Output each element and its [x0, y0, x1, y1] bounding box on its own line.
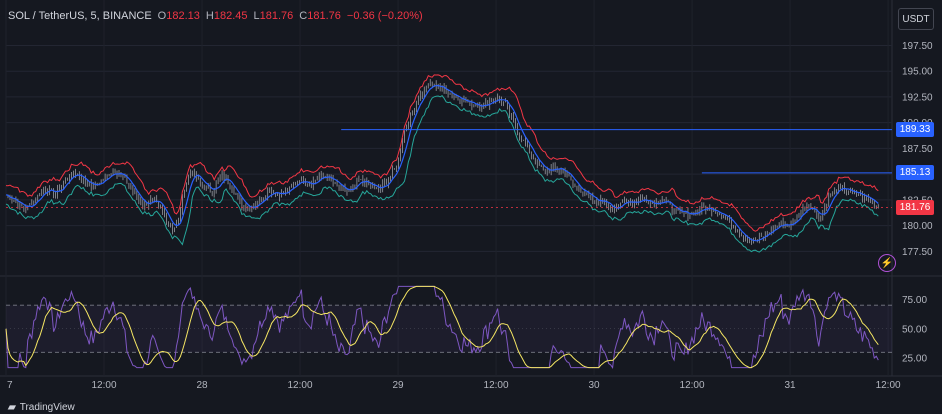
time-tick-label: 12:00 [91, 380, 116, 391]
rsi-line [5, 285, 879, 369]
rsi-tick-label: 50.00 [902, 324, 927, 335]
branding-label: TradingView [19, 402, 75, 413]
price-tag: 185.13 [896, 165, 934, 181]
close-value: 181.76 [307, 10, 341, 22]
price-tick-label: 192.50 [902, 92, 933, 103]
middle-band-line [5, 84, 879, 242]
lower-band-line [5, 95, 879, 253]
price-tick-label: 195.00 [902, 67, 933, 78]
high-value: 182.45 [213, 10, 248, 22]
symbol-label[interactable]: SOL / TetherUS, 5, BINANCE [8, 10, 152, 22]
rsi-band-background [6, 305, 892, 353]
open-label: O [157, 10, 167, 22]
time-tick-label: 31 [785, 380, 797, 391]
symbol-legend: SOL / TetherUS, 5, BINANCE O182.13 H182.… [8, 10, 423, 22]
time-tick-label: 28 [196, 380, 208, 391]
lightning-icon[interactable]: ⚡ [878, 254, 896, 272]
time-tick-label: 7 [7, 380, 13, 391]
rsi-ma-line [5, 285, 879, 369]
high-label: H [205, 10, 214, 22]
upper-band-line [5, 74, 879, 232]
price-tag: 189.33 [896, 122, 934, 138]
currency-unit-button[interactable]: USDT [898, 8, 934, 30]
time-tick-label: 12:00 [680, 380, 705, 391]
candles [7, 78, 879, 245]
time-tick-label: 12:00 [876, 380, 901, 391]
time-tick-label: 12:00 [288, 380, 313, 391]
price-tick-label: 177.50 [902, 247, 933, 258]
rsi-tick-label: 75.00 [902, 295, 927, 306]
price-tick-label: 197.50 [902, 41, 933, 52]
change-value: −0.36 (−0.20%) [346, 10, 423, 22]
rsi-tick-label: 25.00 [902, 354, 927, 365]
tradingview-logo: ▰ TradingView [8, 402, 75, 413]
time-tick-label: 30 [588, 380, 600, 391]
time-tick-label: 12:00 [484, 380, 509, 391]
price-tick-label: 180.00 [902, 221, 933, 232]
price-tag: 181.76 [896, 200, 934, 216]
close-label: C [299, 10, 308, 22]
open-value: 182.13 [166, 10, 200, 22]
price-tick-label: 187.50 [902, 144, 933, 155]
low-value: 181.76 [259, 10, 294, 22]
low-label: L [253, 10, 260, 22]
tv-logo-icon: ▰ [8, 402, 16, 413]
time-tick-label: 29 [392, 380, 404, 391]
